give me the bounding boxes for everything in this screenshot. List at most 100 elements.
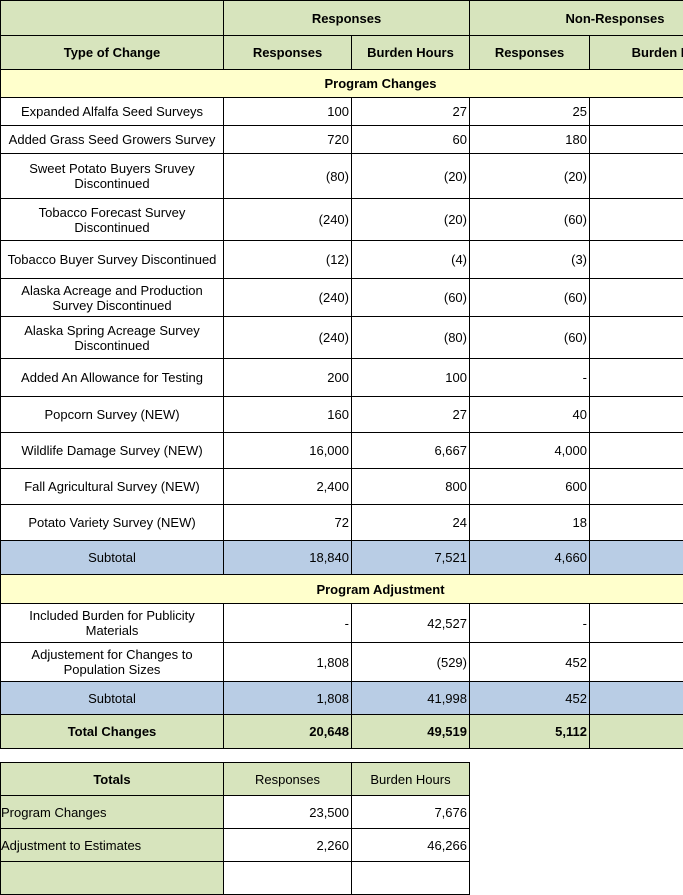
subtotal-value <box>590 541 683 575</box>
cell-value: 100 <box>224 98 352 126</box>
section-title: Program Adjustment <box>1 575 683 604</box>
subtotal-value: 7,521 <box>352 541 470 575</box>
totals-row-label <box>1 862 224 895</box>
cell-value <box>590 126 683 154</box>
row-label: Wildlife Damage Survey (NEW) <box>1 433 224 469</box>
cell-value: (60) <box>352 279 470 317</box>
cell-value: (20) <box>470 154 590 199</box>
group-header-responses: Responses <box>224 1 470 36</box>
cell-value: (60) <box>470 279 590 317</box>
cell-value: (4) <box>352 241 470 279</box>
cell-value <box>590 317 683 359</box>
row-label: Added An Allowance for Testing <box>1 359 224 397</box>
cell-value: 42,527 <box>352 604 470 643</box>
column-header: Type of Change <box>1 36 224 70</box>
row-label: Included Burden for Publicity Materials <box>1 604 224 643</box>
cell-value: 160 <box>224 397 352 433</box>
cell-value: 720 <box>224 126 352 154</box>
subtotal-value: 452 <box>470 682 590 715</box>
cell-value: 452 <box>470 643 590 682</box>
group-header-blank <box>1 1 224 36</box>
row-label: Expanded Alfalfa Seed Surveys <box>1 98 224 126</box>
row-label: Alaska Acreage and Production Survey Dis… <box>1 279 224 317</box>
cell-value <box>590 643 683 682</box>
cell-value: - <box>470 359 590 397</box>
row-label: Sweet Potato Buyers Sruvey Discontinued <box>1 154 224 199</box>
totals-header: Responses <box>224 763 352 796</box>
section-header-row: Program Changes <box>1 70 683 98</box>
totals-value: 2,260 <box>224 829 352 862</box>
cell-value: (240) <box>224 199 352 241</box>
cell-value: 24 <box>352 505 470 541</box>
cell-value: 6,667 <box>352 433 470 469</box>
cell-value: 72 <box>224 505 352 541</box>
cell-value <box>590 433 683 469</box>
cell-value <box>590 397 683 433</box>
cell-value: 25 <box>470 98 590 126</box>
column-header: Responses <box>470 36 590 70</box>
cell-value: (3) <box>470 241 590 279</box>
totals-value <box>224 862 352 895</box>
cell-value: 16,000 <box>224 433 352 469</box>
cell-value <box>590 154 683 199</box>
totals-row <box>1 862 470 895</box>
cell-value: (12) <box>224 241 352 279</box>
cell-value <box>590 241 683 279</box>
cell-value <box>590 98 683 126</box>
totals-value: 46,266 <box>352 829 470 862</box>
totals-row-label: Adjustment to Estimates <box>1 829 224 862</box>
cell-value: (80) <box>352 317 470 359</box>
cell-value: 27 <box>352 98 470 126</box>
total-value: 20,648 <box>224 715 352 749</box>
row-label: Tobacco Forecast Survey Discontinued <box>1 199 224 241</box>
subtotal-label: Subtotal <box>1 541 224 575</box>
cell-value: (60) <box>470 199 590 241</box>
subtotal-value: 41,998 <box>352 682 470 715</box>
row-label: Potato Variety Survey (NEW) <box>1 505 224 541</box>
totals-value <box>352 862 470 895</box>
cell-value: 800 <box>352 469 470 505</box>
subtotal-label: Subtotal <box>1 682 224 715</box>
cell-value <box>590 199 683 241</box>
totals-header: Totals <box>1 763 224 796</box>
table-row: Adjustement for Changes to Population Si… <box>1 643 683 682</box>
row-label: Alaska Spring Acreage Survey Discontinue… <box>1 317 224 359</box>
cell-value <box>590 359 683 397</box>
cell-value: 60 <box>352 126 470 154</box>
table-row: Alaska Spring Acreage Survey Discontinue… <box>1 317 683 359</box>
row-label: Tobacco Buyer Survey Discontinued <box>1 241 224 279</box>
subtotal-value: 4, <box>590 682 683 715</box>
cell-value: (20) <box>352 154 470 199</box>
cell-value: (240) <box>224 317 352 359</box>
cell-value <box>590 279 683 317</box>
cell-value: (240) <box>224 279 352 317</box>
total-value: 4, <box>590 715 683 749</box>
total-label: Total Changes <box>1 715 224 749</box>
table-row: Sweet Potato Buyers Sruvey Discontinued (… <box>1 154 683 199</box>
cell-value: 200 <box>224 359 352 397</box>
cell-value: (20) <box>352 199 470 241</box>
subtotal-value: 18,840 <box>224 541 352 575</box>
cell-value <box>590 505 683 541</box>
subtotal-value: 1,808 <box>224 682 352 715</box>
cell-value: 40 <box>470 397 590 433</box>
row-label: Popcorn Survey (NEW) <box>1 397 224 433</box>
total-value: 5,112 <box>470 715 590 749</box>
column-header: Responses <box>224 36 352 70</box>
table-row: Alaska Acreage and Production Survey Dis… <box>1 279 683 317</box>
cell-value: 600 <box>470 469 590 505</box>
